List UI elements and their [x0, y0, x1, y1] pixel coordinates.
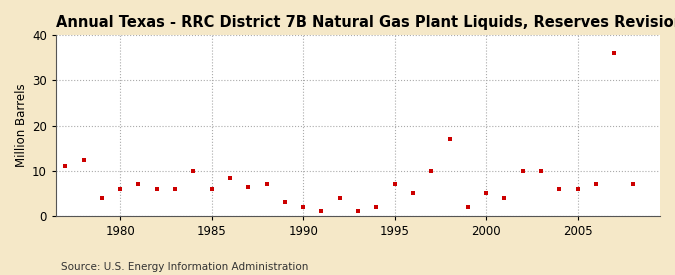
Point — [572, 187, 583, 191]
Point — [78, 157, 89, 162]
Point — [133, 182, 144, 186]
Point — [188, 169, 198, 173]
Point — [462, 205, 473, 209]
Point — [481, 191, 491, 196]
Point — [225, 175, 236, 180]
Point — [536, 169, 547, 173]
Point — [554, 187, 565, 191]
Point — [97, 196, 107, 200]
Point — [408, 191, 418, 196]
Y-axis label: Million Barrels: Million Barrels — [15, 84, 28, 167]
Point — [426, 169, 437, 173]
Point — [591, 182, 601, 186]
Point — [316, 209, 327, 214]
Point — [517, 169, 528, 173]
Point — [151, 187, 162, 191]
Point — [627, 182, 638, 186]
Point — [352, 209, 363, 214]
Text: Annual Texas - RRC District 7B Natural Gas Plant Liquids, Reserves Revision Decr: Annual Texas - RRC District 7B Natural G… — [56, 15, 675, 30]
Point — [609, 51, 620, 56]
Point — [389, 182, 400, 186]
Point — [261, 182, 272, 186]
Point — [60, 164, 71, 169]
Point — [243, 185, 254, 189]
Point — [298, 205, 308, 209]
Point — [279, 200, 290, 205]
Text: Source: U.S. Energy Information Administration: Source: U.S. Energy Information Administ… — [61, 262, 308, 272]
Point — [444, 137, 455, 141]
Point — [207, 187, 217, 191]
Point — [115, 187, 126, 191]
Point — [499, 196, 510, 200]
Point — [371, 205, 382, 209]
Point — [334, 196, 345, 200]
Point — [169, 187, 180, 191]
